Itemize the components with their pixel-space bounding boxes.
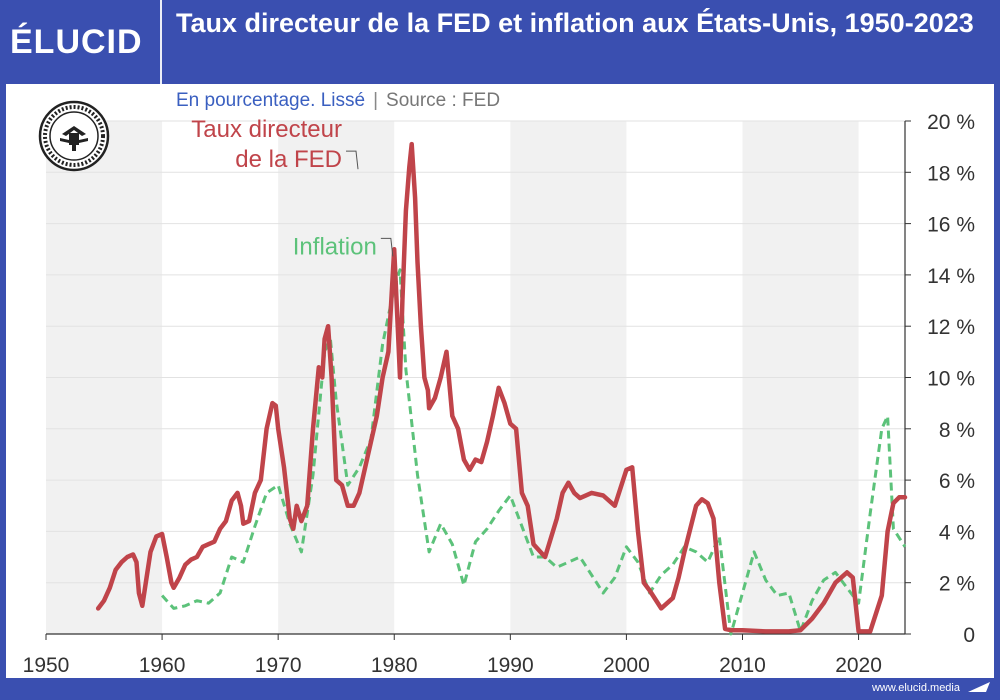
elucid-mark-icon xyxy=(968,682,990,692)
x-tick-label: 1960 xyxy=(139,654,186,677)
y-tick-label: 14 % xyxy=(927,265,975,288)
y-tick-label: 6 % xyxy=(939,470,975,493)
source-label: Source : FED xyxy=(386,90,501,111)
y-tick-label: 2 % xyxy=(939,573,975,596)
annotation-leader xyxy=(346,150,359,170)
y-tick-label: 12 % xyxy=(927,316,975,339)
federal-reserve-seal-icon xyxy=(38,100,110,172)
subtitle-main: En pourcentage. Lissé xyxy=(176,90,366,111)
fed-annotation-label: de la FED xyxy=(235,146,342,173)
chart-title: Taux directeur de la FED et inflation au… xyxy=(176,8,974,38)
y-tick-label: 20 % xyxy=(927,111,975,134)
y-tick-label: 0 xyxy=(963,624,975,647)
y-tick-label: 8 % xyxy=(939,419,975,442)
fed-rate-line xyxy=(95,141,908,634)
annotation-leader xyxy=(380,237,394,257)
annotation-layer: Taux directeur de la FED Inflation xyxy=(191,116,394,260)
x-tick-label: 1990 xyxy=(487,654,534,677)
x-tick-label: 2020 xyxy=(835,654,882,677)
grid-lines xyxy=(46,120,905,584)
axes: 0 2 % 4 % 6 % 8 % 10 % 12 % 14 % 16 % 18 % 20 % 195… xyxy=(23,111,975,677)
header-divider xyxy=(160,0,162,84)
y-tick-label: 10 % xyxy=(927,368,975,391)
x-tick-label: 1980 xyxy=(371,654,418,677)
y-tick-label: 18 % xyxy=(927,162,975,185)
brand-logo[interactable]: ÉLUCID xyxy=(10,23,143,61)
subtitle-separator: | xyxy=(373,90,379,111)
footer-url[interactable]: www.elucid.media xyxy=(871,682,960,694)
inflation-annotation-label: Inflation xyxy=(293,233,377,260)
series-layer xyxy=(95,141,908,636)
x-tick-label: 1970 xyxy=(255,654,302,677)
y-tick-label: 4 % xyxy=(939,521,975,544)
subtitle: En pourcentage. Lissé | Source : FED xyxy=(176,90,500,112)
x-tick-label: 1950 xyxy=(23,654,70,677)
x-tick-label: 2010 xyxy=(719,654,766,677)
y-tick-label: 16 % xyxy=(927,214,975,237)
x-tick-label: 2000 xyxy=(603,654,650,677)
fed-annotation-label: Taux directeur xyxy=(191,116,342,143)
header-bar: ÉLUCID Taux directeur de la FED et infla… xyxy=(0,0,1000,84)
